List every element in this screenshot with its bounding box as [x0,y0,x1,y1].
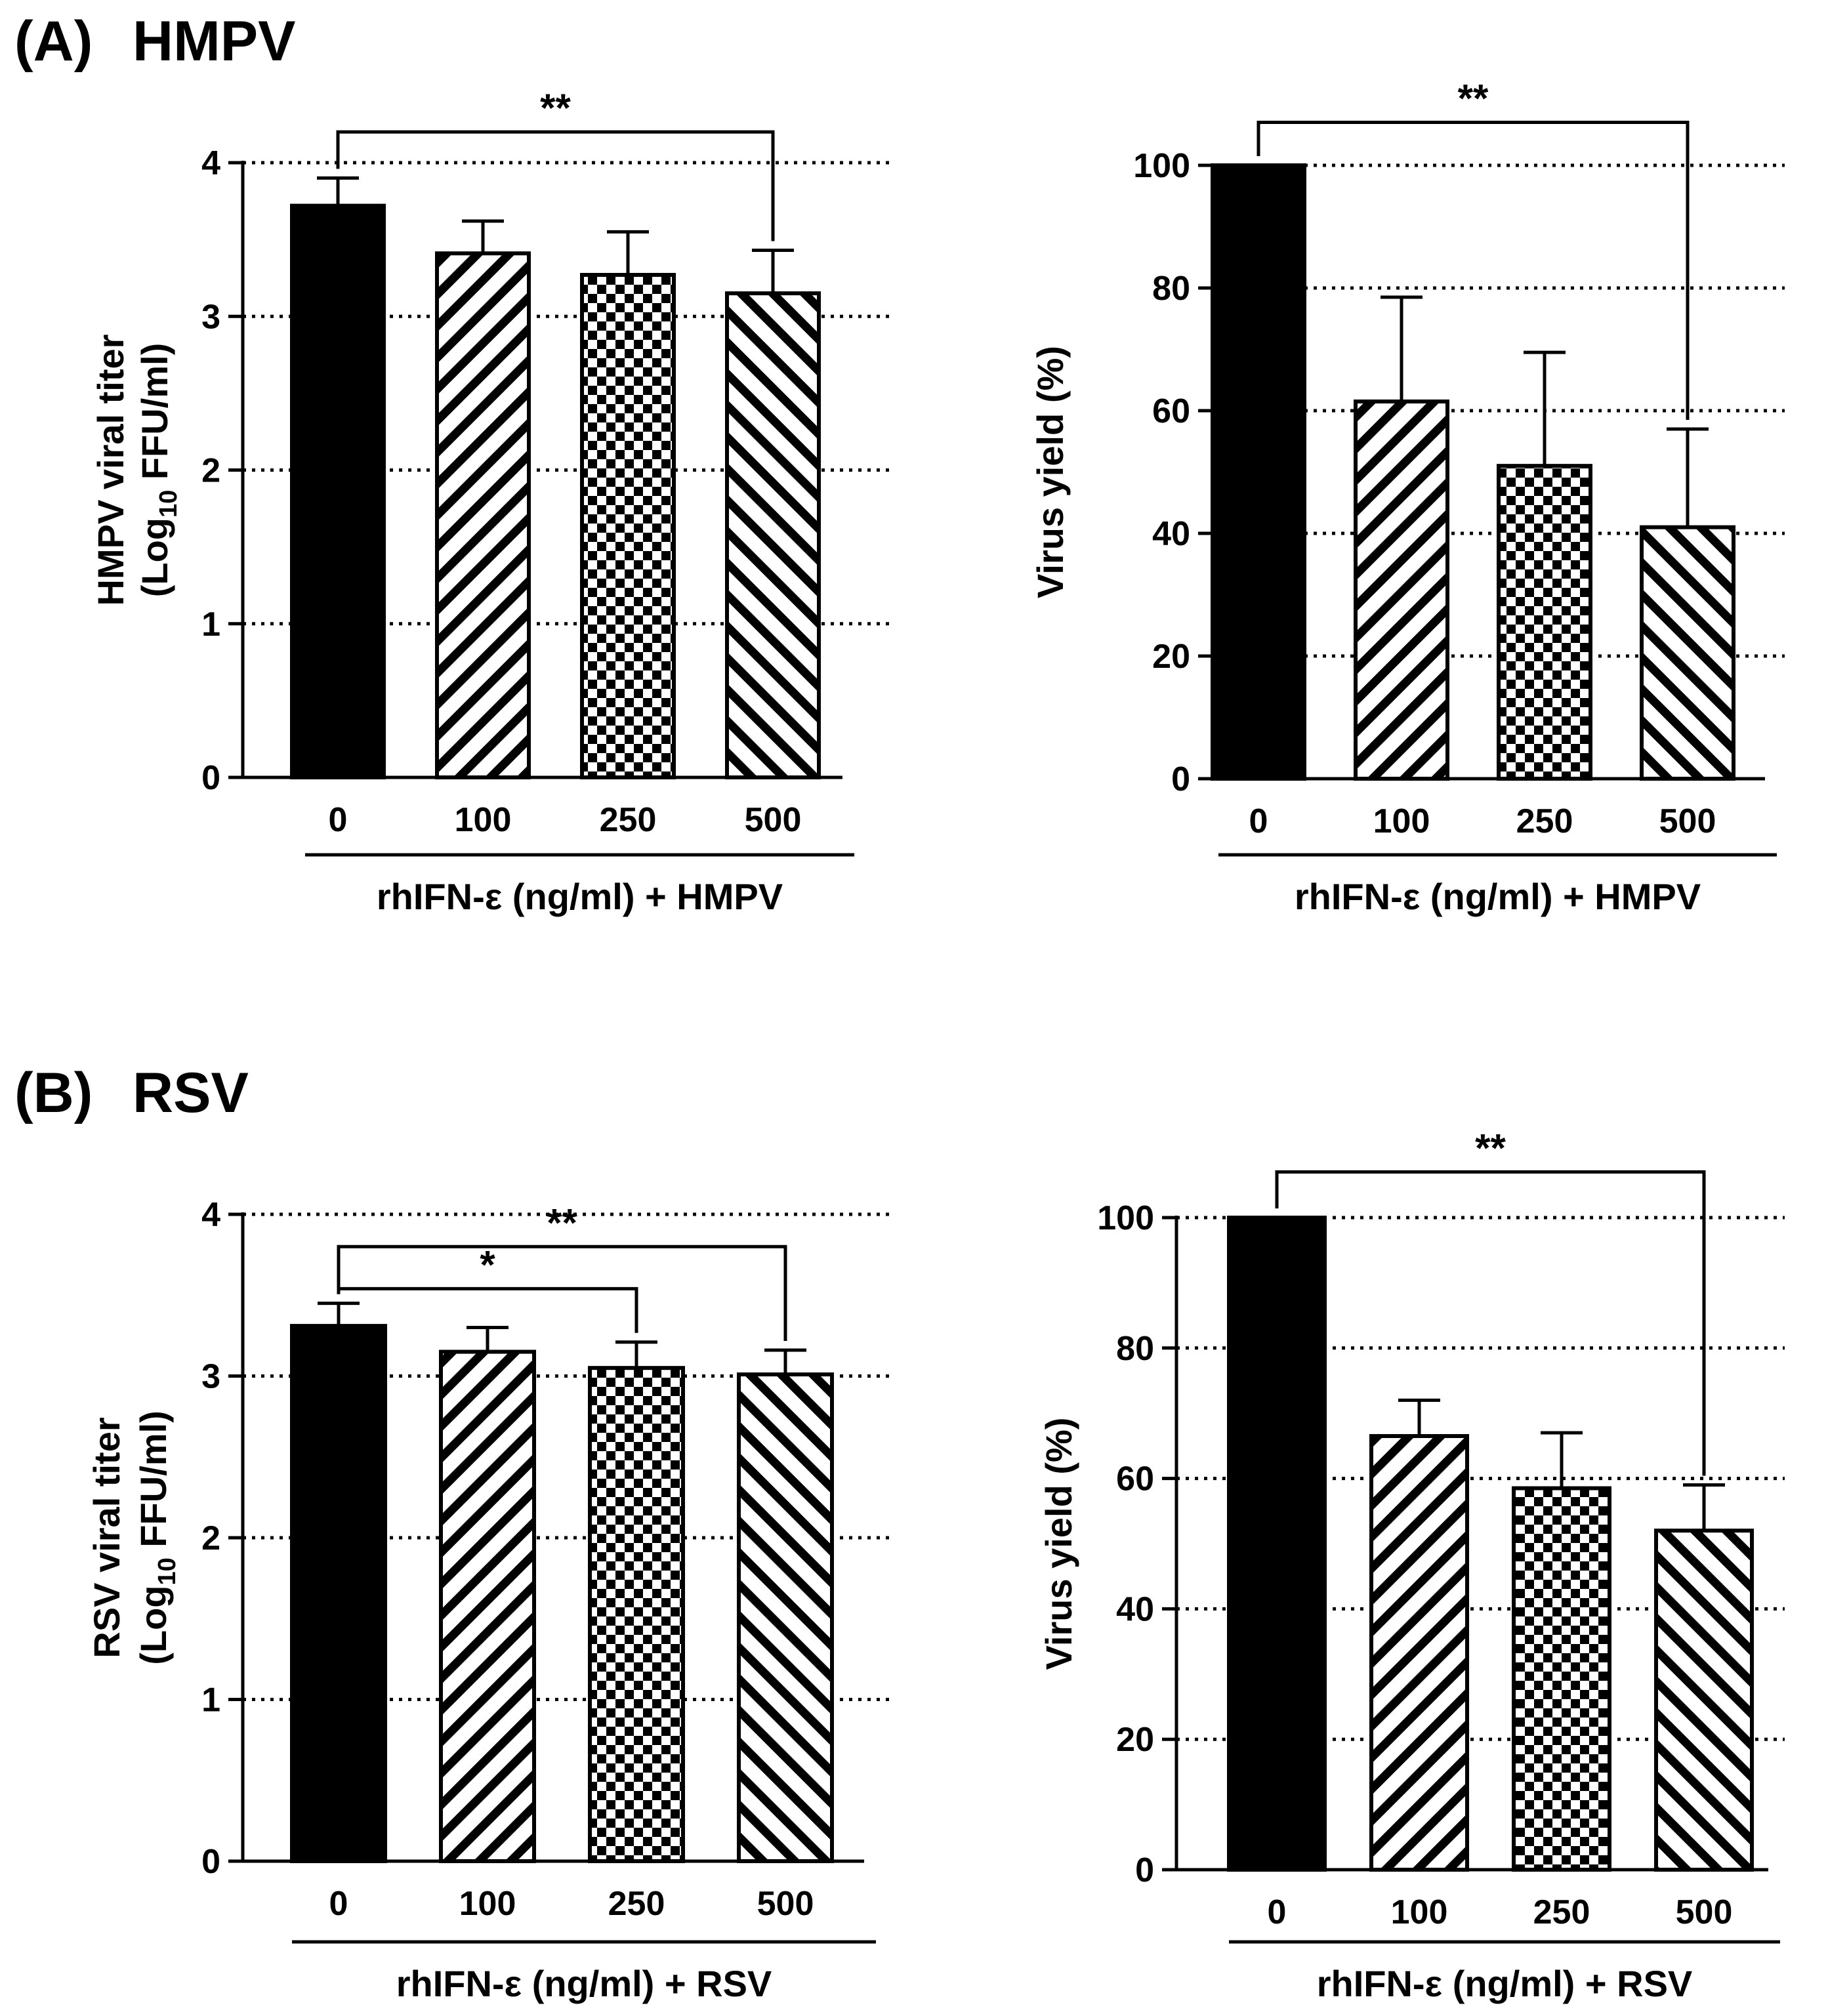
y-tick-label: 40 [1152,515,1190,553]
significance-bracket [337,1245,787,1342]
x-tick-label: 250 [1516,802,1573,840]
significance-label: ** [540,86,571,130]
x-tick-label: 0 [329,1885,348,1923]
bar [1211,163,1306,781]
bar [1497,464,1592,781]
y-tick-label: 20 [1116,1721,1154,1759]
bar [737,1372,834,1863]
x-tick-label: 0 [1249,802,1268,840]
y-tick-label: 0 [1135,1851,1154,1889]
y-axis-title-units: (Log10 FFU/ml) [133,1410,181,1665]
bar [439,1349,536,1863]
bar [1654,1529,1754,1872]
y-axis-title: Virus yield (%) [1038,1418,1079,1670]
bar [580,273,676,779]
y-tick-label: 2 [201,452,220,490]
x-tick-label: 500 [757,1885,814,1923]
significance-bracket [337,1286,638,1333]
x-tick-label: 0 [1268,1893,1287,1931]
y-axis-title: HMPV viral titer [90,335,131,606]
y-tick-label: 4 [201,144,220,182]
chart-hmpv-titer: 0 1 2 3 4 0 100 250 500 ** rhIFN-ε (ng/ml) + HMPV H… [90,86,892,917]
bar [725,291,821,779]
significance-label: * [480,1243,495,1286]
units-prefix: (Log [134,518,175,597]
significance-bracket [1257,121,1690,421]
significance-label: ** [1475,1126,1506,1170]
y-tick-label: 3 [201,1358,220,1396]
y-tick-label: 20 [1152,638,1190,676]
chart-hmpv-yield: 0 20 40 60 80 100 0 100 250 500 ** rhIFN-ε (ng/ml) … [1029,77,1785,917]
x-tick-label: 0 [329,801,348,839]
bar [290,203,386,779]
x-tick-label: 100 [455,801,512,839]
y-tick-label: 60 [1152,392,1190,430]
bar [1369,1433,1469,1872]
y-tick-label: 0 [201,1843,220,1881]
bar [1227,1216,1327,1872]
units-subscript: 10 [154,1557,181,1585]
units-prefix: (Log [133,1585,174,1664]
significance-bracket [336,130,775,241]
x-tick-label: 100 [1373,802,1430,840]
y-tick-label: 1 [201,606,220,644]
y-tick-label: 80 [1116,1330,1154,1368]
x-axis-title: rhIFN-ε (ng/ml) + HMPV [377,876,783,917]
x-tick-label: 250 [1533,1893,1590,1931]
y-tick-label: 100 [1097,1199,1154,1237]
y-tick-label: 4 [201,1196,220,1234]
y-axis-title: RSV viral titer [86,1417,127,1658]
y-tick-label: 100 [1133,147,1190,185]
x-axis-title: rhIFN-ε (ng/ml) + RSV [396,1963,772,2004]
y-tick-label: 40 [1116,1590,1154,1628]
bar [1640,525,1735,781]
panel-a-title: HMPV [133,10,295,73]
x-tick-label: 500 [1676,1893,1733,1931]
y-axis-title: Virus yield (%) [1029,346,1071,598]
bar [290,1324,387,1863]
panel-b-label: (B) [14,1061,93,1124]
x-tick-label: 500 [1659,802,1716,840]
panel-b-title: RSV [133,1061,249,1124]
bar [588,1366,685,1864]
bar [1354,399,1449,781]
x-axis-title: rhIFN-ε (ng/ml) + HMPV [1295,876,1701,917]
y-tick-label: 2 [201,1519,220,1557]
y-tick-label: 60 [1116,1460,1154,1498]
chart-rsv-yield: 0 20 40 60 80 100 0 100 250 500 ** rhIFN-ε (ng/ml) … [1038,1126,1785,2004]
units-subscript: 10 [155,490,182,518]
y-tick-label: 0 [1171,760,1190,798]
significance-label: ** [547,1201,577,1245]
y-axis-title-units: (Log10 FFU/ml) [134,343,182,598]
panel-a-label: (A) [14,10,93,73]
y-tick-label: 3 [201,298,220,336]
units-suffix: FFU/ml) [134,343,175,490]
units-suffix: FFU/ml) [133,1410,174,1557]
y-tick-label: 80 [1152,270,1190,308]
x-tick-label: 250 [600,801,657,839]
significance-label: ** [1458,77,1489,121]
x-tick-label: 500 [745,801,802,839]
x-tick-label: 100 [1391,1893,1448,1931]
x-axis-title: rhIFN-ε (ng/ml) + RSV [1317,1963,1693,2004]
x-tick-label: 100 [459,1885,516,1923]
bar [435,251,531,779]
bar [1512,1486,1611,1872]
significance-bracket [1275,1170,1706,1476]
y-tick-label: 0 [201,759,220,797]
y-tick-label: 1 [201,1681,220,1719]
x-tick-label: 250 [608,1885,665,1923]
